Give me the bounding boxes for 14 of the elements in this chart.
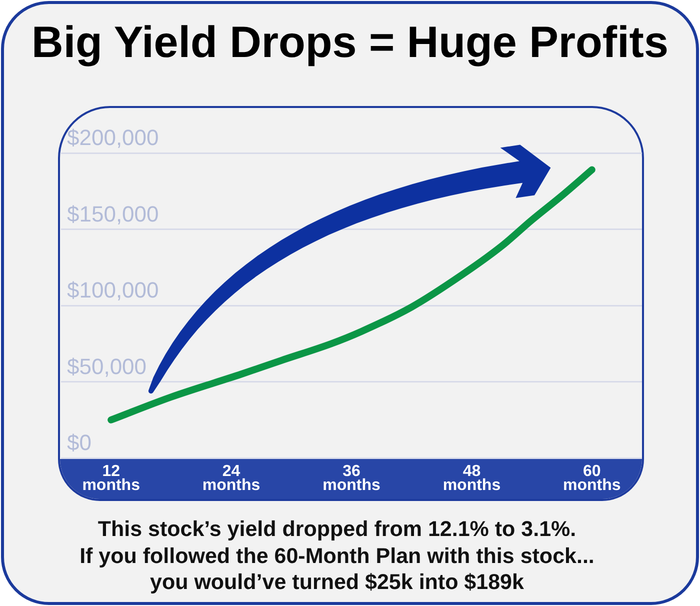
x-tick-label: 60 months — [563, 463, 621, 494]
text: This stock’s yield dropped from 12.1% to 3.1%. — [96, 516, 578, 542]
y-tick-label: $100,000 — [67, 278, 159, 303]
y-tick-label: $200,000 — [67, 125, 159, 150]
chart-title: Big Yield Drops = Huge Profits — [30, 18, 670, 68]
y-tick-label: $50,000 — [67, 354, 147, 379]
x-tick-label: 24 months — [202, 463, 260, 494]
x-tick-label: 36 months — [322, 463, 380, 494]
y-tick-label: $0 — [67, 430, 92, 456]
text: If you followed the 60-Month Plan with this stock... — [78, 542, 596, 569]
y-tick-label: $150,000 — [67, 201, 159, 226]
x-tick-label: 48 months — [442, 463, 501, 494]
text: you would’ve turned $25k into $189k — [149, 569, 525, 596]
x-tick-label: 12 months — [82, 463, 140, 494]
